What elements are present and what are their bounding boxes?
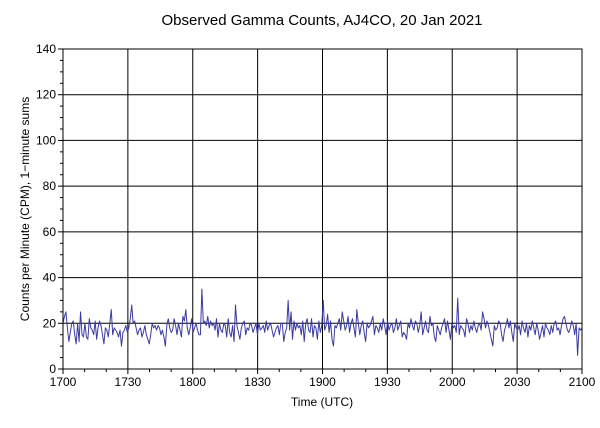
- y-tick-label: 40: [43, 271, 57, 285]
- y-tick-label: 60: [43, 225, 57, 239]
- y-axis-label: Counts per Minute (CPM), 1−minute sums: [18, 97, 32, 321]
- x-tick-label: 1900: [309, 375, 336, 389]
- x-tick-label: 1930: [374, 375, 401, 389]
- series-group: [62, 288, 583, 356]
- x-tick-label: 1830: [244, 375, 271, 389]
- y-tick-label: 100: [36, 133, 56, 147]
- x-tick-label: 1700: [50, 375, 77, 389]
- plot-frame: [62, 48, 583, 370]
- x-tick-label: 2100: [569, 375, 596, 389]
- y-tick-label: 0: [49, 362, 56, 376]
- x-tick-labels: 1700 1730 1800 1830 1900 1930 2000 2030 2100: [50, 375, 596, 389]
- y-tick-label: 20: [43, 316, 57, 330]
- y-tick-labels: 0 20 40 60 80 100 120 140: [36, 42, 56, 376]
- x-tick-label: 2000: [439, 375, 466, 389]
- x-axis-label: Time (UTC): [291, 395, 353, 409]
- x-tick-label: 2030: [504, 375, 531, 389]
- x-tick-label: 1800: [179, 375, 206, 389]
- chart-title: Observed Gamma Counts, AJ4CO, 20 Jan 202…: [162, 12, 483, 29]
- y-tick-label: 120: [36, 88, 56, 102]
- y-tick-label: 80: [43, 179, 57, 193]
- x-tick-label: 1730: [115, 375, 142, 389]
- gamma-count-series-line: [62, 288, 583, 356]
- y-tick-label: 140: [36, 42, 56, 56]
